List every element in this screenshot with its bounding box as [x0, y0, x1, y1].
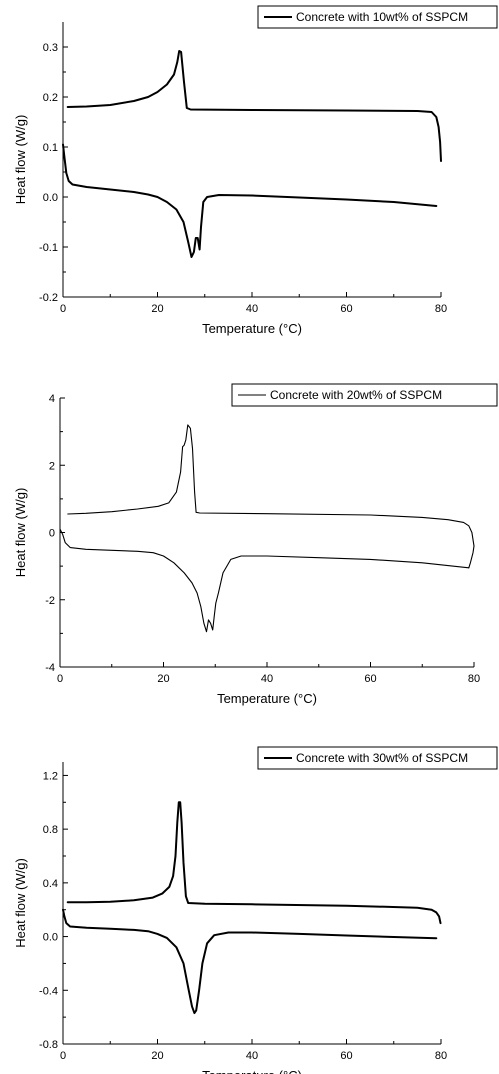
x-tick-label: 20 [151, 1050, 163, 1062]
heating-curve [66, 801, 442, 925]
y-tick-label: 1.2 [43, 770, 58, 782]
y-tick-label: 0.2 [43, 92, 58, 104]
y-tick-label: 2 [49, 460, 55, 472]
legend-box [257, 5, 498, 29]
y-tick-label: 0.8 [43, 824, 58, 836]
legend-box [257, 746, 498, 770]
chart-panel-3: -0.8 -0.4 0.0 0.4 0.8 1.2 0 20 40 60 80 Temperature… [13, 746, 498, 1074]
x-axis-title: Temperature (°C) [217, 691, 317, 706]
y-tick-label: -0.2 [39, 292, 58, 304]
x-tick-label: 80 [435, 303, 447, 315]
chart-panel-1: -0.2 -0.1 0.0 0.1 0.2 0.3 0 20 40 60 80 Temperature… [13, 5, 498, 336]
x-tick-label: 80 [468, 673, 480, 685]
x-tick-label: 40 [246, 303, 258, 315]
legend: Concrete with 10wt% of SSPCM [257, 5, 498, 29]
legend: Concrete with 30wt% of SSPCM [257, 746, 498, 770]
y-tick-label: 0.0 [43, 192, 58, 204]
x-tick-label: 80 [435, 1050, 447, 1062]
y-tick-label: -4 [45, 662, 55, 674]
x-tick-label: 60 [340, 1050, 352, 1062]
y-axis-title: Heat flow (W/g) [13, 115, 28, 205]
cooling-curve [62, 143, 438, 258]
legend-label: Concrete with 10wt% of SSPCM [296, 10, 468, 24]
x-tick-label: 0 [57, 673, 63, 685]
x-axis-title: Temperature (°C) [202, 1068, 302, 1074]
x-tick-label: 0 [60, 303, 66, 315]
legend-label: Concrete with 30wt% of SSPCM [296, 751, 468, 765]
heating-curve [66, 50, 442, 162]
y-tick-label: -0.4 [39, 985, 58, 997]
y-tick-label: -2 [45, 595, 55, 607]
x-tick-label: 20 [151, 303, 163, 315]
y-axis-title: Heat flow (W/g) [13, 488, 28, 578]
y-tick-label: -0.8 [39, 1039, 58, 1051]
x-tick-label: 60 [364, 673, 376, 685]
legend-label: Concrete with 20wt% of SSPCM [270, 388, 442, 402]
y-tick-label: 0.3 [43, 42, 58, 54]
cooling-curve [59, 528, 470, 633]
legend-box [231, 383, 498, 407]
y-tick-label: 0 [49, 528, 55, 540]
x-tick-label: 0 [60, 1050, 66, 1062]
x-tick-label: 40 [261, 673, 273, 685]
x-tick-label: 60 [340, 303, 352, 315]
x-axis-title: Temperature (°C) [202, 321, 302, 336]
heating-curve [67, 424, 475, 569]
y-tick-label: 4 [49, 393, 55, 405]
cooling-curve [62, 908, 438, 1015]
legend: Concrete with 20wt% of SSPCM [231, 383, 498, 407]
y-tick-label: 0.1 [43, 142, 58, 154]
x-tick-label: 40 [246, 1050, 258, 1062]
y-axis-title: Heat flow (W/g) [13, 858, 28, 948]
y-tick-label: 0.4 [43, 878, 58, 890]
y-tick-label: 0.0 [43, 932, 58, 944]
y-tick-label: -0.1 [39, 242, 58, 254]
x-tick-label: 20 [157, 673, 169, 685]
